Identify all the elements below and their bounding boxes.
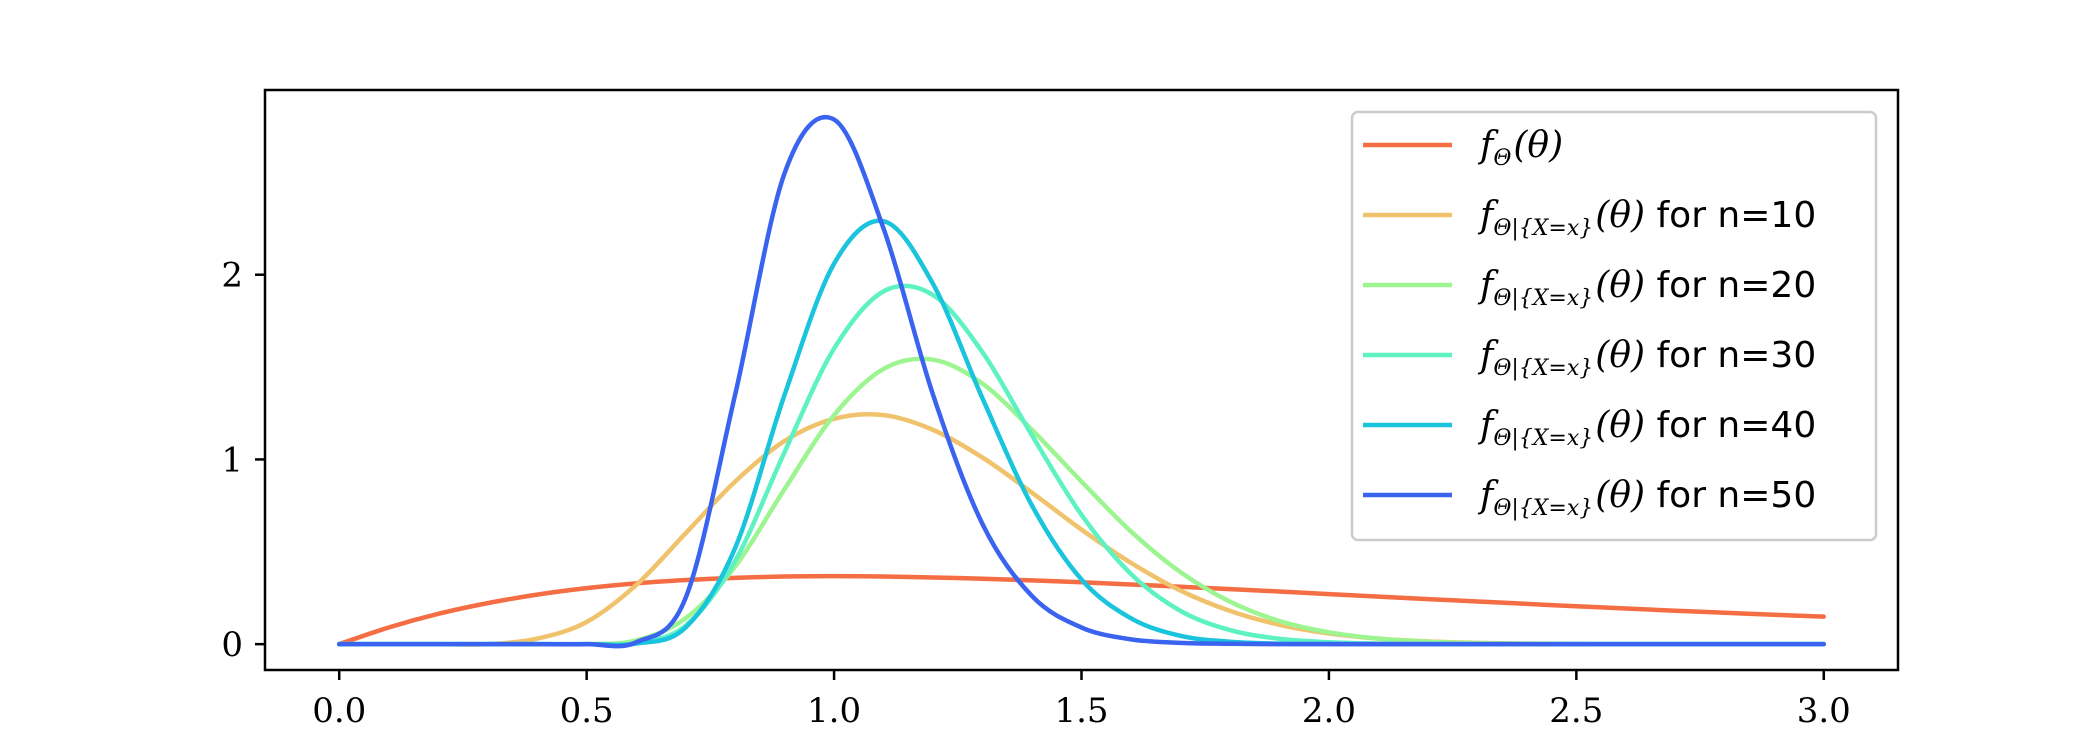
x-tick-label: 2.0 [1302,691,1356,731]
x-tick-label: 1.0 [807,691,861,731]
legend-label-2: fΘ|{X=x}(θ) for n=10 [1477,195,1816,241]
x-tick-label: 2.5 [1549,691,1603,731]
x-tick-label: 1.5 [1054,691,1108,731]
x-tick-label: 3.0 [1797,691,1851,731]
legend-label-4: fΘ|{X=x}(θ) for n=30 [1477,335,1816,381]
y-tick-label: 0 [221,625,243,665]
series-layer [336,114,1827,649]
legend-box [1350,110,1878,542]
y-tick-label: 1 [221,440,243,480]
y-axis: 0 1 2 [221,256,265,665]
legend-label-3: fΘ|{X=x}(θ) for n=20 [1477,265,1816,311]
legend-label-5: fΘ|{X=x}(θ) for n=40 [1477,405,1816,451]
legend-label-6: fΘ|{X=x}(θ) for n=50 [1477,475,1816,521]
x-tick-label: 0.5 [560,691,614,731]
legend: fΘ(θ) fΘ|{X=x}(θ) for n=10 fΘ|{X=x}(θ) for… [1350,110,1878,542]
x-tick-label: 0.0 [312,691,366,731]
y-tick-label: 2 [221,256,243,296]
series-line-6 [336,114,1827,649]
legend-label-1: fΘ(θ) [1477,125,1563,171]
x-axis: 0.0 0.5 1.0 1.5 2.0 2.5 3.0 [312,670,1851,731]
